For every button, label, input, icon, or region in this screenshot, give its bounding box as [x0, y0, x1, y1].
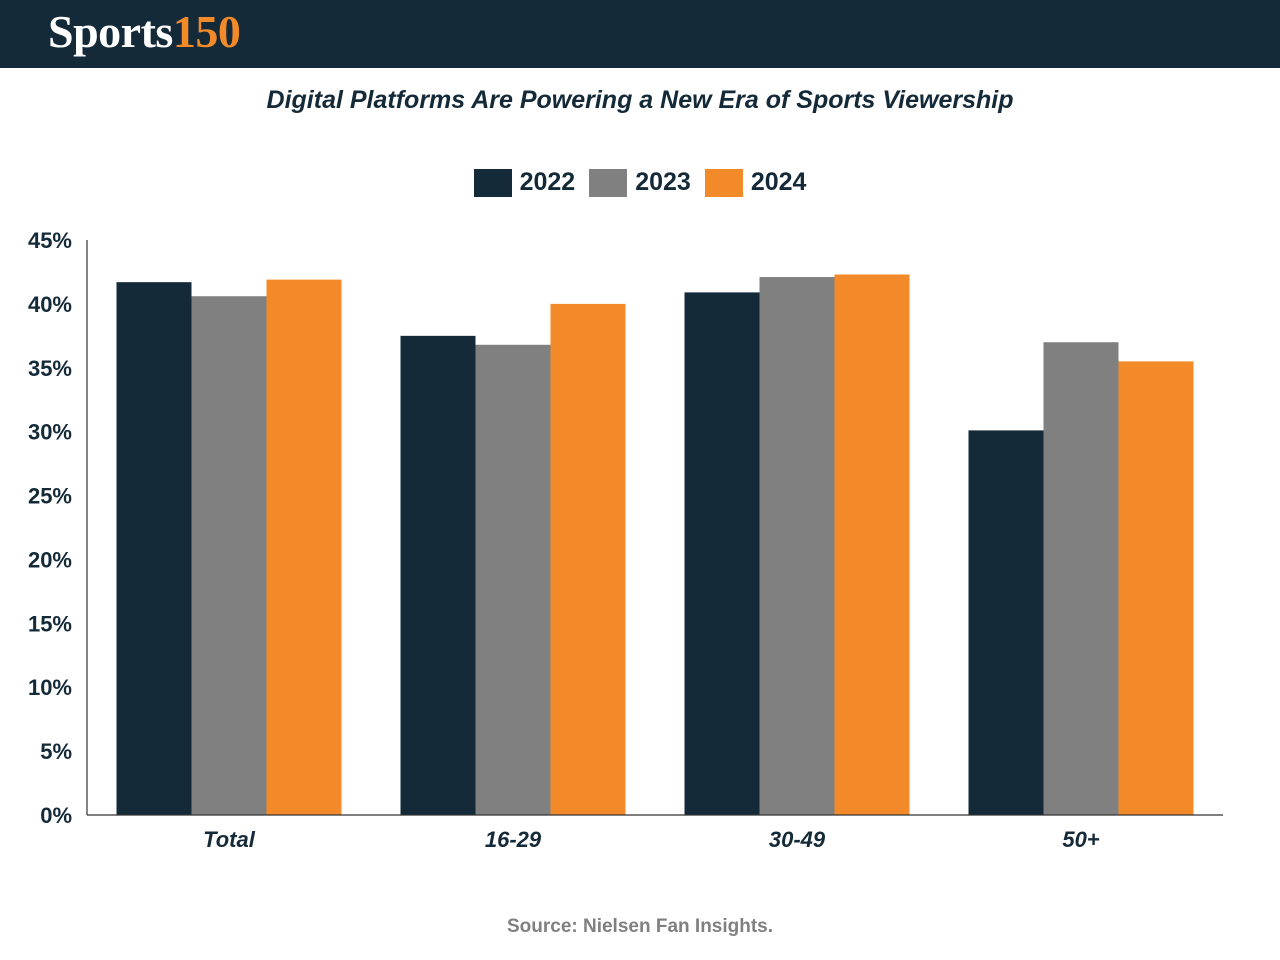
bar-2022-50+ [968, 430, 1044, 815]
legend-item-2023: 2023 [589, 168, 691, 197]
x-tick-label: 30-49 [769, 827, 826, 852]
y-tick-label: 45% [28, 228, 72, 253]
bar-2024-50+ [1118, 361, 1194, 815]
y-tick-label: 25% [28, 484, 72, 509]
bar-2022-16-29 [400, 335, 476, 815]
bar-2024-Total [266, 279, 342, 816]
legend-item-2022: 2022 [473, 168, 576, 197]
y-tick-label: 40% [28, 292, 72, 317]
legend-label-2023: 2023 [635, 168, 691, 196]
logo-number: 150 [172, 6, 241, 57]
chart-title: Digital Platforms Are Powering a New Era… [266, 86, 1014, 114]
legend-swatch-2023 [589, 168, 628, 197]
legend-label-2022: 2022 [519, 168, 576, 196]
legend-label-2024: 2024 [750, 168, 807, 196]
y-tick-label: 10% [28, 675, 72, 700]
y-tick-label: 20% [28, 547, 72, 572]
x-tick-label: 50+ [1062, 827, 1099, 852]
legend-swatch-2024 [704, 168, 743, 197]
legend-swatch-2022 [473, 168, 512, 197]
x-tick-label: 16-29 [485, 827, 542, 852]
y-tick-label: 5% [40, 739, 72, 764]
bar-2023-50+ [1043, 342, 1119, 815]
bar-2022-Total [116, 282, 192, 816]
logo-word: Sports [48, 6, 173, 57]
bar-chart: 0% 5% 10% 15% 20% 25% 30% 35% 40% 45% Total 16-29 30… [28, 228, 1223, 852]
bar-2023-16-29 [475, 344, 551, 815]
y-tick-label: 30% [28, 420, 72, 445]
bar-2023-Total [191, 296, 267, 815]
bar-2023-30-49 [759, 277, 835, 815]
y-tick-label: 0% [40, 803, 72, 828]
header-bar: Sports150 [0, 0, 1280, 68]
bar-2024-16-29 [550, 303, 626, 815]
x-tick-label: Total [203, 827, 256, 852]
legend-item-2024: 2024 [704, 168, 807, 197]
brand-logo: Sports150 [48, 6, 241, 58]
chart-legend: 2022 2023 2024 [0, 168, 1280, 197]
bar-2022-30-49 [684, 292, 760, 815]
y-tick-label: 35% [28, 356, 72, 381]
source-note: Source: Nielsen Fan Insights. [506, 916, 774, 937]
y-tick-label: 15% [28, 611, 72, 636]
bar-2024-30-49 [834, 274, 910, 815]
